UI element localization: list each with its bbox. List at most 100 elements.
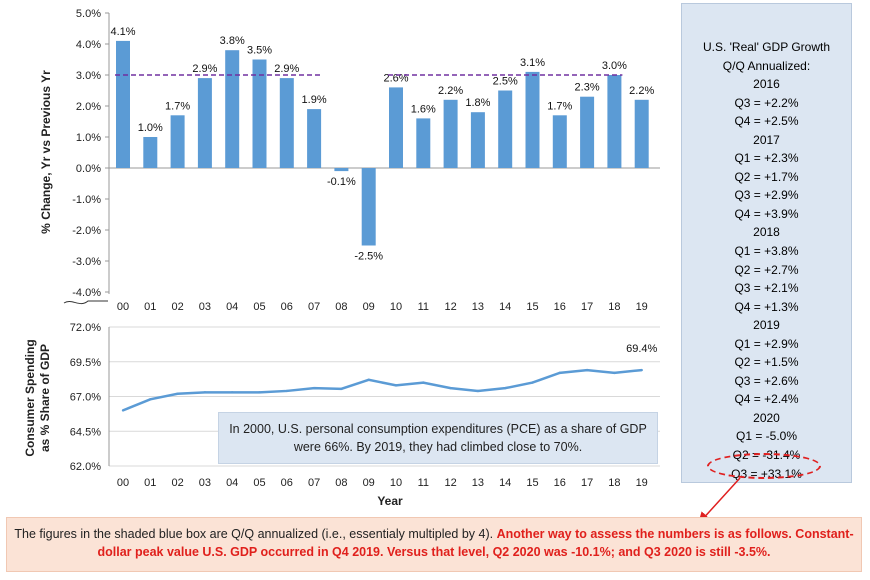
- x-tick-label: 19: [636, 301, 648, 313]
- line-point: [558, 371, 561, 375]
- gdp-box-line: Q4 = +2.5%: [734, 114, 799, 129]
- gdp-box-line: Q1 = +3.8%: [734, 244, 799, 259]
- bar-data-label: 2.2%: [438, 85, 463, 97]
- y-tick-label: 62.0%: [70, 461, 101, 473]
- bar-data-label: -0.1%: [327, 176, 356, 188]
- y-tick-label: -3.0%: [72, 256, 101, 268]
- bar-data-label: 2.3%: [575, 82, 600, 94]
- gdp-box-line: 2018: [753, 225, 780, 240]
- x-tick-label: 15: [526, 301, 538, 313]
- bar-data-label: 2.5%: [493, 76, 518, 88]
- x-tick-label: 18: [608, 301, 620, 313]
- line-point: [121, 409, 125, 412]
- x-tick-label: 14: [499, 477, 511, 489]
- gdp-box-line: Q3 = +2.6%: [734, 373, 799, 388]
- highlight-circle: [707, 453, 821, 479]
- bar: [634, 99, 649, 168]
- gdp-box-line: Q3 = +2.9%: [734, 188, 799, 203]
- bar: [552, 115, 567, 168]
- bar: [197, 78, 212, 168]
- footnote-red-text: Another way to assess the numbers is as …: [97, 527, 854, 559]
- bar: [116, 40, 130, 168]
- gdp-box-line: 2017: [753, 132, 780, 147]
- bar-data-label: 2.9%: [192, 63, 217, 75]
- y-tick-label: 3.0%: [76, 70, 101, 82]
- bar: [580, 96, 595, 168]
- y-tick-label: -4.0%: [72, 287, 101, 299]
- gdp-box-line: Q2 = +2.7%: [734, 262, 799, 277]
- line-point: [531, 381, 534, 384]
- line-point: [231, 391, 234, 394]
- x-tick-label: 10: [390, 477, 402, 489]
- line-point: [585, 368, 589, 372]
- bar: [361, 168, 376, 246]
- x-tick-label: 00: [117, 301, 129, 313]
- y-tick-label: 5.0%: [76, 8, 101, 20]
- y-tick-label: 67.0%: [70, 392, 101, 404]
- x-tick-label: 16: [554, 477, 566, 489]
- y-axis-title-line: as % Share of GDP: [38, 344, 52, 452]
- line-point: [149, 398, 152, 401]
- footnote-plain-text: The figures in the shaded blue box are Q…: [14, 527, 497, 541]
- x-tick-label: 02: [171, 301, 183, 313]
- bar-data-label: 4.1%: [110, 26, 135, 38]
- x-tick-label: 12: [444, 301, 456, 313]
- bar: [170, 115, 185, 168]
- bar: [525, 71, 540, 168]
- x-tick-label: 03: [199, 301, 211, 313]
- line-point: [504, 386, 507, 390]
- x-tick-label: 11: [418, 301, 429, 313]
- line-point: [422, 381, 425, 384]
- y-tick-label: -1.0%: [72, 194, 101, 206]
- gdp-box-line: Q/Q Annualized:: [722, 58, 811, 73]
- bar-data-label: 2.6%: [383, 72, 408, 84]
- y-axis-title: Consumer Spendingas % Share of GDP: [23, 339, 52, 456]
- x-tick-label: 06: [281, 477, 293, 489]
- y-tick-label: 0.0%: [76, 163, 101, 175]
- gdp-box-line: 2020: [753, 410, 780, 425]
- x-tick-label: 11: [418, 477, 429, 489]
- x-tick-label: 01: [144, 477, 156, 489]
- gdp-box-line: Q4 = +3.9%: [734, 206, 799, 221]
- gdp-box-line: Q4 = +2.4%: [734, 392, 799, 407]
- x-tick-label: 19: [636, 477, 648, 489]
- x-tick-label: 07: [308, 301, 320, 313]
- x-tick-label: 15: [526, 477, 538, 489]
- bar-data-label: 3.1%: [520, 57, 545, 69]
- bar-data-label: 2.9%: [274, 63, 299, 75]
- y-tick-label: 2.0%: [76, 101, 101, 113]
- gdp-box-line: Q1 = +2.9%: [734, 336, 799, 351]
- x-tick-label: 04: [226, 301, 238, 313]
- y-tick-label: 69.5%: [70, 357, 101, 369]
- x-tick-label: 06: [281, 301, 293, 313]
- bar: [607, 75, 622, 168]
- gdp-box-line: Q3 = +2.2%: [734, 95, 799, 110]
- gdp-box-line: U.S. 'Real' GDP Growth: [702, 40, 831, 54]
- x-tick-label: 05: [253, 477, 265, 489]
- line-point: [312, 386, 316, 390]
- gdp-growth-box: U.S. 'Real' GDP Growth Q/Q Annualized: 201…: [681, 3, 852, 483]
- gdp-box-line: 2019: [753, 318, 780, 333]
- line-point: [285, 389, 288, 393]
- x-tick-label: 00: [117, 477, 129, 489]
- bar-data-label: 1.7%: [547, 100, 572, 112]
- line-point: [394, 384, 398, 387]
- x-tick-label: 03: [199, 477, 211, 489]
- y-tick-label: 1.0%: [76, 132, 101, 144]
- gdp-box-line: Q2 = +1.5%: [734, 355, 799, 370]
- bar: [416, 118, 431, 168]
- x-tick-label: 17: [581, 301, 593, 313]
- bar-data-label: 1.9%: [302, 94, 327, 106]
- bar: [252, 59, 267, 168]
- axis-break-mark: [63, 300, 108, 305]
- gdp-box-line: 2016: [753, 77, 780, 92]
- bar: [389, 87, 403, 168]
- bar-data-label: -2.5%: [354, 251, 383, 263]
- bar: [470, 112, 485, 168]
- x-tick-label: 13: [472, 477, 484, 489]
- y-tick-label: 64.5%: [70, 426, 101, 438]
- bar: [307, 109, 322, 168]
- x-tick-label: 16: [554, 301, 566, 313]
- bar-data-label: 2.2%: [629, 85, 654, 97]
- line-point: [613, 371, 616, 375]
